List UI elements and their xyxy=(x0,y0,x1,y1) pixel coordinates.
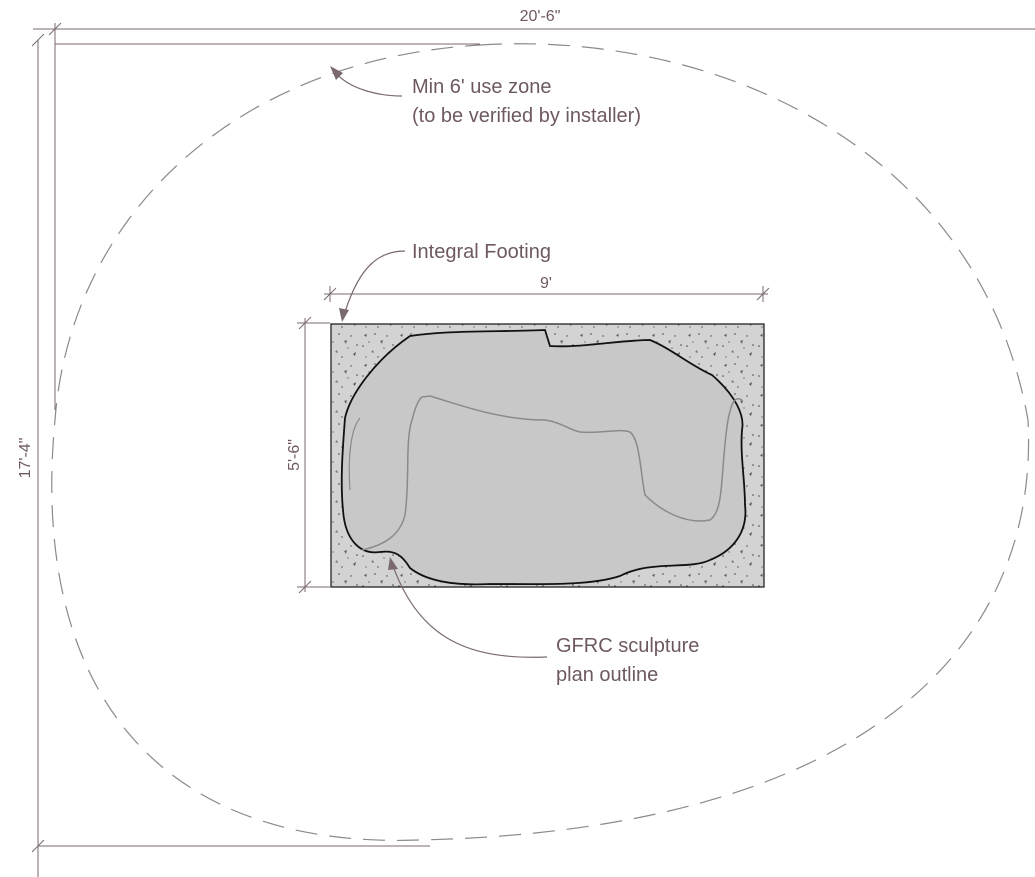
footing-width-dimension xyxy=(323,286,770,302)
sculpture-detail-line xyxy=(361,395,743,551)
footing-depth-label: 5'-6" xyxy=(286,439,303,471)
overall-width-dimension xyxy=(33,22,1035,410)
sculpture-detail-line xyxy=(348,417,361,491)
footing-width-label: 9' xyxy=(540,275,552,292)
sculpture-note-line1: GFRC sculpture xyxy=(556,635,699,657)
gfrc-sculpture-outline xyxy=(340,329,747,586)
use-zone-note-line1: Min 6' use zone xyxy=(412,76,551,98)
footing-depth-dimension xyxy=(297,316,330,594)
overall-width-label: 20'-6" xyxy=(520,8,561,25)
use-zone-leader xyxy=(330,66,403,97)
use-zone-note-line2: (to be verified by installer) xyxy=(412,105,641,127)
sculpture-note-line2: plan outline xyxy=(556,664,658,686)
overall-depth-dimension xyxy=(31,33,430,877)
footing-leader xyxy=(339,250,406,322)
footing-note: Integral Footing xyxy=(412,241,551,263)
sculpture-leader xyxy=(388,557,548,658)
use-zone-outline xyxy=(51,43,1030,841)
overall-depth-label: 17'-4" xyxy=(17,438,34,479)
